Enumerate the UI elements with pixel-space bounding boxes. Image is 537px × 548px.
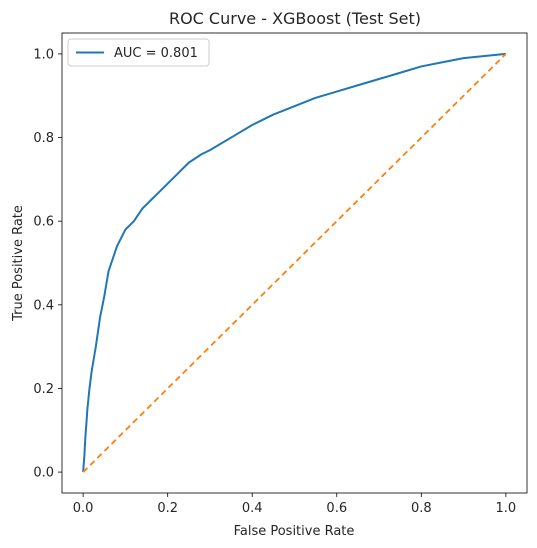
x-tick-label: 1.0 — [496, 501, 517, 516]
y-tick-label: 0.2 — [33, 382, 54, 397]
chance-diagonal-line — [82, 53, 507, 473]
legend-label-series-0: AUC = 0.801 — [114, 46, 198, 61]
x-axis-label: False Positive Rate — [234, 524, 355, 539]
plot-area — [61, 32, 528, 494]
chart-title: ROC Curve - XGBoost (Test Set) — [169, 9, 421, 28]
y-tick-label: 0.0 — [33, 466, 54, 481]
x-tick-label: 0.0 — [73, 501, 94, 516]
roc-curve-line — [82, 52, 506, 473]
x-tick-label: 0.8 — [411, 501, 432, 516]
y-tick-label: 1.0 — [33, 47, 54, 62]
y-tick-label: 0.4 — [33, 298, 54, 313]
y-axis-ticks: 0.0 0.2 0.4 0.6 0.8 1.0 — [33, 47, 62, 481]
y-tick-label: 0.8 — [33, 131, 54, 146]
x-tick-label: 0.4 — [242, 501, 263, 516]
legend: AUC = 0.801 — [67, 38, 210, 67]
x-tick-label: 0.2 — [157, 501, 178, 516]
x-tick-label: 0.6 — [326, 501, 347, 516]
x-axis-ticks: 0.0 0.2 0.4 0.6 0.8 1.0 — [73, 493, 516, 516]
series-layer — [82, 52, 507, 473]
plot-frame — [61, 32, 528, 494]
y-tick-label: 0.6 — [33, 215, 54, 230]
y-axis-label: True Positive Rate — [11, 205, 26, 322]
legend-box — [67, 38, 210, 67]
